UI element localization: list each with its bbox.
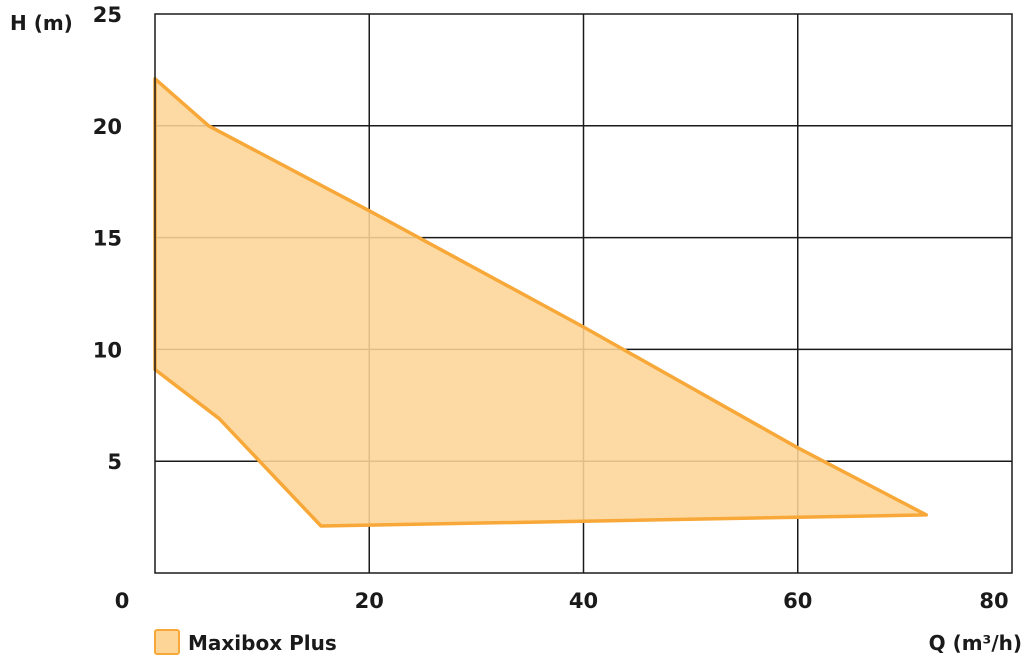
y-tick-label: 15 [93, 227, 122, 251]
y-tick-label: 20 [93, 115, 122, 139]
x-tick-label: 60 [783, 589, 812, 613]
y-axis-title: H (m) [10, 11, 73, 35]
series-area-maxibox-plus [153, 77, 929, 528]
x-tick-label: 0 [115, 589, 130, 613]
legend-label: Maxibox Plus [188, 631, 337, 655]
x-tick-label: 20 [355, 589, 384, 613]
y-tick-label: 10 [93, 338, 122, 362]
legend-swatch [154, 629, 180, 655]
y-tick-label: 5 [107, 450, 122, 474]
plot-border [154, 13, 1013, 574]
legend: Maxibox Plus [154, 629, 337, 655]
x-tick-label: 80 [979, 589, 1008, 613]
y-tick-label: 25 [93, 3, 122, 27]
tick-labels: 5 10 15 20 25 0 20 40 60 80 [93, 3, 1009, 613]
plot-frame [154, 13, 1013, 574]
x-axis-title: Q (m³/h) [929, 631, 1022, 655]
series-layer [153, 77, 929, 528]
x-tick-label: 40 [569, 589, 598, 613]
